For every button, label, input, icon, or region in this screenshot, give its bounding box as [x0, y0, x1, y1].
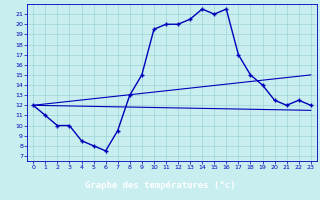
Text: Graphe des températures (°c): Graphe des températures (°c)	[85, 181, 235, 190]
